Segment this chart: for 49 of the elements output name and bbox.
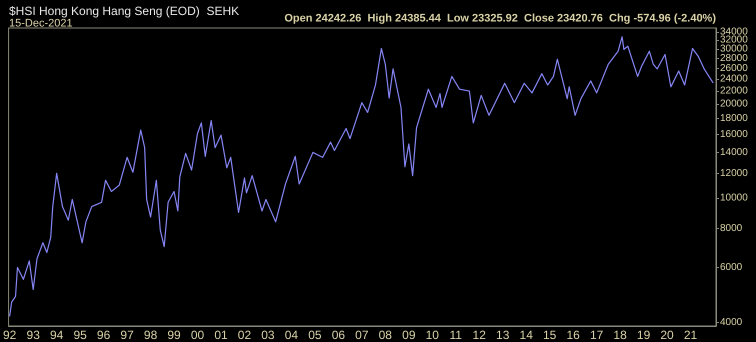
line-series — [9, 36, 714, 317]
x-tick-label: 07 — [355, 328, 369, 342]
x-tick-label: 19 — [636, 328, 651, 342]
y-tick-label: 26000 — [720, 62, 748, 74]
y-tick-label: 8000 — [720, 222, 743, 234]
chart-title: $HSI Hong Kong Hang Seng (EOD) SEHK — [9, 4, 240, 18]
x-tick-label: 17 — [590, 328, 604, 342]
text: Open 24242.26 High 24385.44 Low 23325.92 Close 23420.76 Chg -574.96 (-2.40%) — [284, 12, 716, 24]
x-tick-label: 13 — [496, 328, 510, 342]
x-tick-label: 14 — [520, 328, 534, 342]
y-tick-label: 12000 — [720, 168, 748, 179]
x-tick-label: 98 — [144, 328, 158, 342]
x-tick-label: 18 — [613, 328, 628, 342]
x-tick-label: 01 — [214, 328, 228, 342]
x-tick-label: 97 — [120, 328, 134, 342]
x-tick-label: 20 — [660, 328, 674, 342]
x-tick-label: 02 — [238, 328, 252, 342]
x-tick-label: 11 — [450, 328, 462, 342]
y-tick-label: 4000 — [720, 317, 743, 328]
x-tick-label: 03 — [261, 328, 275, 342]
x-tick-label: 21 — [684, 328, 698, 342]
y-tick-label: 6000 — [720, 262, 743, 273]
y-tick-label: 32000 — [720, 34, 748, 46]
x-tick-label: 95 — [73, 328, 88, 342]
x-tick-label: 09 — [402, 328, 416, 342]
x-tick-label: 00 — [190, 328, 204, 342]
y-tick-label: 24000 — [720, 74, 748, 85]
x-tick-label: 12 — [472, 328, 486, 342]
x-tick-label: 05 — [308, 328, 322, 342]
y-tick-label: 10000 — [720, 192, 748, 204]
x-tick-label: 10 — [426, 328, 440, 342]
y-tick-label: 18000 — [720, 112, 748, 124]
y-tick-label: 28000 — [720, 52, 748, 64]
y-tick-label: 30000 — [720, 43, 748, 54]
x-tick-label: 16 — [566, 328, 580, 342]
x-tick-label: 06 — [332, 328, 346, 342]
y-tick-label: 22000 — [720, 86, 748, 97]
x-tick-label: 04 — [284, 328, 298, 342]
y-tick-label: 20000 — [720, 98, 748, 110]
x-tick-label: 15 — [542, 328, 557, 342]
x-tick-label: 96 — [96, 328, 111, 342]
x-tick-label: 92 — [2, 328, 17, 342]
x-tick-label: 93 — [26, 328, 40, 342]
x-tick-label: 99 — [167, 328, 182, 342]
y-tick-label: 14000 — [720, 146, 748, 158]
chart-subtitle: 15-Dec-2021 — [9, 18, 73, 30]
x-tick-label: 94 — [50, 328, 64, 342]
x-tick-label: 08 — [378, 328, 392, 342]
y-tick-label: 16000 — [720, 128, 748, 140]
